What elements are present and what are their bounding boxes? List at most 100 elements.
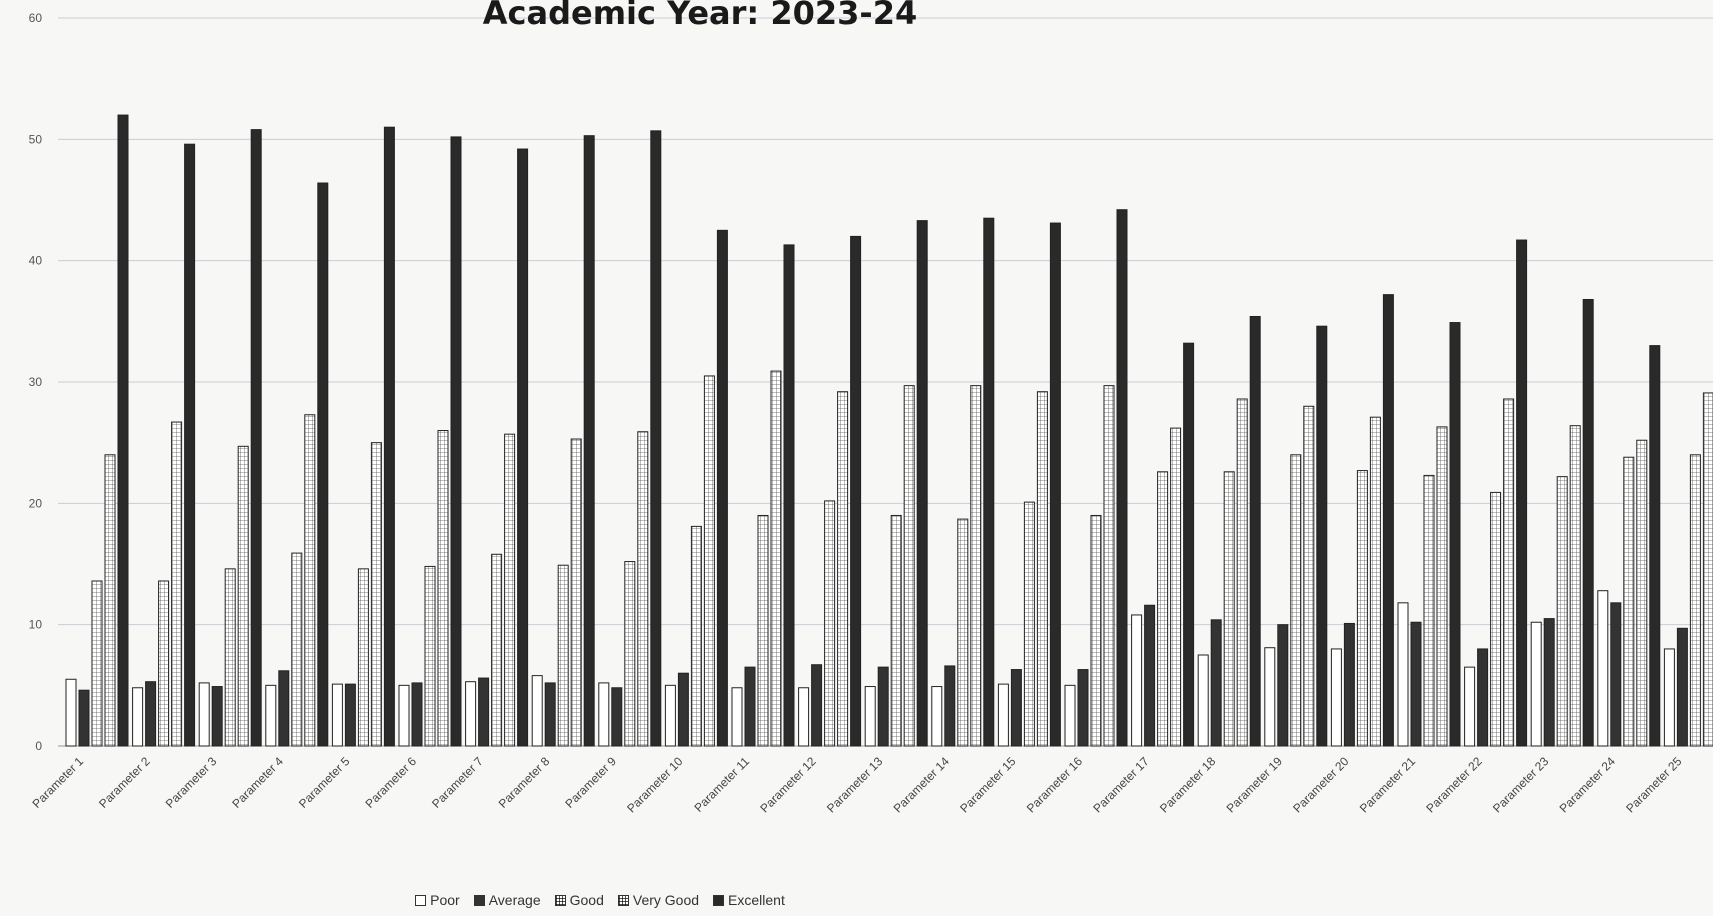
bar-poor-18 (1197, 654, 1209, 747)
x-tick-label: Parameter 10 (624, 754, 686, 816)
bar-very-good-15 (1036, 391, 1048, 747)
bar-very-good-2 (171, 421, 183, 747)
bar-excellent-7 (517, 148, 529, 747)
bar-good-11 (757, 514, 769, 747)
bar-average-25 (1676, 627, 1688, 747)
bar-excellent-17 (1183, 342, 1195, 747)
bar-excellent-24 (1649, 345, 1661, 747)
x-tick-labels: Parameter 1 Parameter 2 Parameter 3 Paramet… (30, 754, 1685, 816)
bar-very-good-16 (1103, 385, 1115, 747)
bar-excellent-14 (983, 217, 995, 747)
x-tick-label: Parameter 8 (496, 754, 553, 811)
bar-average-19 (1277, 624, 1289, 747)
bar-very-good-6 (437, 430, 449, 747)
bars (65, 114, 1713, 747)
bar-poor-3 (198, 682, 210, 747)
legend-label: Poor (430, 892, 460, 908)
bar-good-23 (1556, 476, 1568, 747)
bar-very-good-21 (1436, 426, 1448, 747)
legend-item: Average (473, 892, 541, 908)
bar-excellent-1 (117, 114, 129, 747)
x-tick-label: Parameter 7 (429, 754, 486, 811)
bar-average-14 (944, 665, 956, 747)
y-tick-label: 20 (29, 496, 43, 510)
legend-swatch (713, 894, 725, 906)
bar-very-good-25 (1702, 392, 1713, 747)
bar-very-good-20 (1369, 416, 1381, 747)
legend-swatch (617, 894, 629, 906)
bar-good-8 (557, 564, 569, 747)
bar-very-good-19 (1303, 405, 1315, 747)
x-tick-label: Parameter 2 (96, 754, 153, 811)
bar-very-good-22 (1503, 398, 1515, 747)
legend-item: Very Good (617, 892, 699, 908)
bar-average-16 (1077, 669, 1089, 747)
legend-label: Excellent (728, 892, 785, 908)
bar-good-16 (1090, 514, 1102, 747)
chart-title: Academic Year: 2023-24 (482, 0, 918, 32)
legend: Poor Average Good Very Good Excellent (0, 892, 1200, 908)
bar-good-13 (890, 514, 902, 747)
bar-average-7 (478, 677, 490, 747)
bar-average-1 (78, 689, 90, 747)
bar-good-15 (1023, 501, 1035, 747)
bar-poor-10 (664, 684, 676, 747)
bar-very-good-8 (570, 438, 582, 747)
legend-item: Excellent (713, 892, 785, 908)
bar-average-5 (344, 683, 356, 747)
bar-average-22 (1477, 648, 1489, 747)
bar-good-7 (491, 553, 503, 747)
bar-good-2 (158, 580, 170, 747)
bar-average-15 (1010, 669, 1022, 747)
bar-good-17 (1157, 471, 1169, 747)
bar-average-3 (211, 686, 223, 747)
bar-average-13 (877, 666, 889, 747)
bar-very-good-5 (370, 442, 382, 747)
bar-very-good-7 (504, 433, 516, 747)
bar-good-6 (424, 565, 436, 747)
bar-good-5 (357, 568, 369, 747)
bar-very-good-14 (970, 385, 982, 747)
bar-very-good-3 (237, 445, 249, 747)
bar-average-23 (1543, 618, 1555, 747)
x-tick-label: Parameter 5 (296, 754, 353, 811)
x-tick-label: Parameter 4 (229, 754, 286, 811)
bar-very-good-23 (1569, 425, 1581, 747)
bar-very-good-9 (637, 431, 649, 747)
bar-average-10 (677, 672, 689, 747)
x-tick-label: Parameter 18 (1157, 754, 1219, 816)
bar-very-good-13 (903, 385, 915, 747)
x-tick-label: Parameter 12 (757, 754, 819, 816)
bar-excellent-18 (1249, 315, 1261, 747)
bar-excellent-6 (450, 136, 462, 747)
y-tick-label: 60 (29, 11, 43, 25)
x-tick-label: Parameter 15 (957, 754, 1019, 816)
x-tick-label: Parameter 21 (1357, 754, 1419, 816)
x-tick-label: Parameter 20 (1290, 754, 1352, 816)
bar-average-24 (1610, 602, 1622, 747)
bar-excellent-5 (383, 126, 395, 747)
bar-excellent-4 (317, 182, 329, 747)
bar-average-17 (1144, 604, 1156, 747)
legend-item: Poor (415, 892, 460, 908)
x-tick-label: Parameter 13 (824, 754, 886, 816)
x-tick-label: Parameter 19 (1224, 754, 1286, 816)
x-tick-label: Parameter 6 (363, 754, 420, 811)
bar-poor-5 (331, 683, 343, 747)
bar-good-12 (824, 500, 836, 747)
bar-very-good-24 (1636, 439, 1648, 747)
bar-very-good-1 (104, 454, 116, 747)
bar-good-25 (1689, 454, 1701, 747)
bar-good-9 (624, 561, 636, 747)
bar-good-14 (957, 518, 969, 747)
bar-excellent-16 (1116, 209, 1128, 747)
bar-poor-21 (1397, 602, 1409, 747)
bar-excellent-2 (184, 143, 196, 747)
bar-poor-7 (465, 681, 477, 747)
x-tick-label: Parameter 9 (562, 754, 619, 811)
bar-good-18 (1223, 471, 1235, 747)
bar-average-9 (611, 687, 623, 747)
y-tick-label: 10 (29, 618, 43, 632)
